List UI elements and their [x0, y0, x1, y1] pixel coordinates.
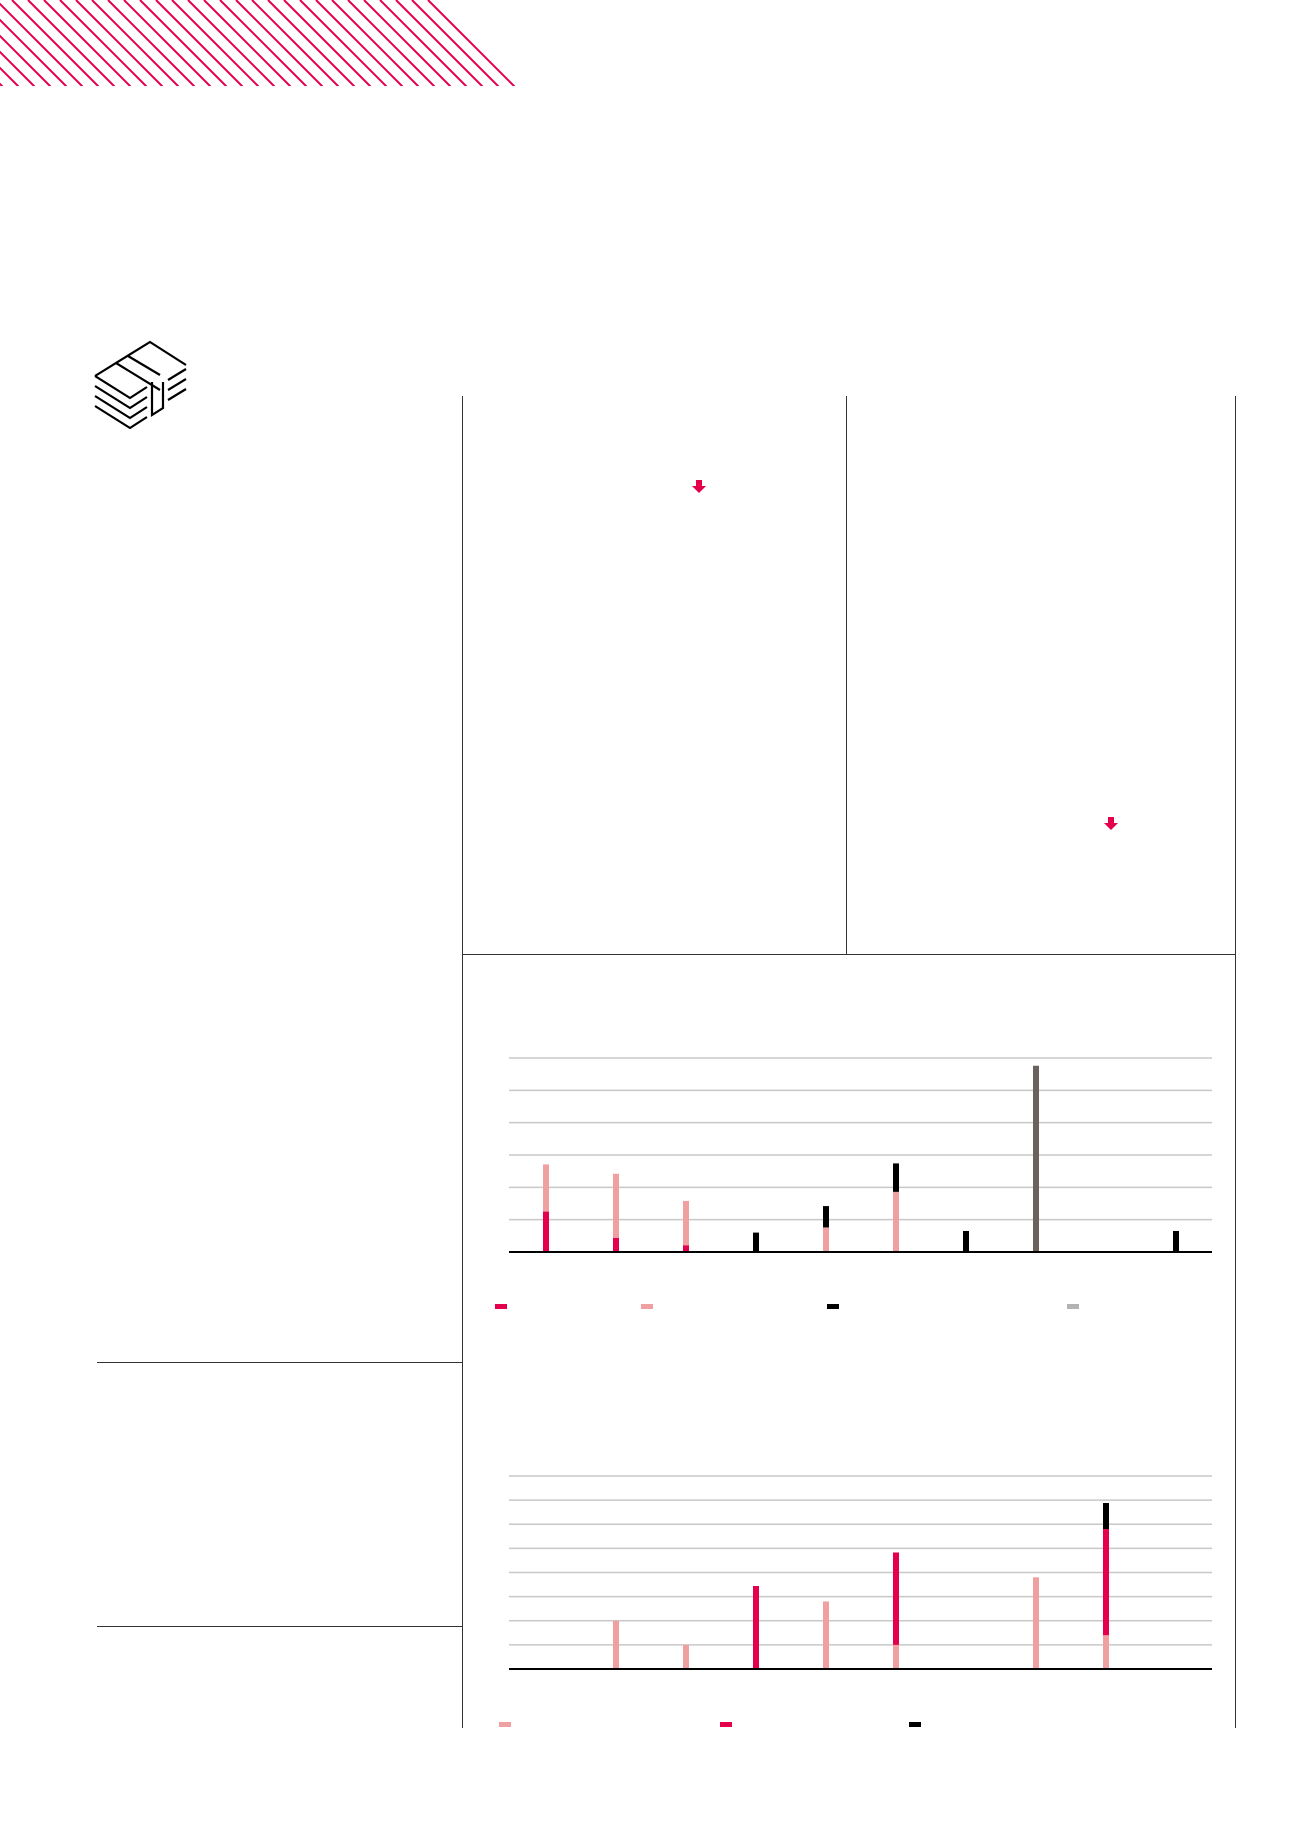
- money-stack-icon: [94, 340, 187, 430]
- bar-segment: [893, 1552, 899, 1645]
- bar-segment: [683, 1644, 689, 1669]
- legend-swatch: [641, 1304, 653, 1309]
- legend-swatch: [499, 1722, 511, 1727]
- hatch-banner: [0, 0, 521, 86]
- bar-segment: [893, 1191, 899, 1252]
- bar-segment: [893, 1163, 899, 1192]
- bar-segment: [613, 1173, 619, 1238]
- legend-swatch: [720, 1722, 732, 1727]
- bar-segment: [823, 1601, 829, 1669]
- bar-segment: [753, 1232, 759, 1252]
- legend-swatch: [495, 1304, 507, 1309]
- column-divider-middle: [846, 396, 847, 954]
- arrow-down-icon: [1104, 817, 1118, 830]
- section-divider: [462, 954, 1236, 955]
- arrow-down-icon: [692, 480, 706, 493]
- bar-segment: [543, 1211, 549, 1252]
- bar-segment: [613, 1237, 619, 1252]
- bar-segment: [1173, 1230, 1179, 1252]
- chart-1: [495, 1057, 1212, 1309]
- chart-2: [499, 1475, 1212, 1727]
- column-divider-left: [462, 396, 463, 1728]
- bar-segment: [963, 1230, 969, 1252]
- legend-swatch: [827, 1304, 839, 1309]
- bar-segment: [1033, 1577, 1039, 1669]
- bar-segment: [683, 1245, 689, 1252]
- bar-segment: [753, 1586, 759, 1669]
- sidebar-divider-2: [97, 1626, 462, 1627]
- bar-segment: [1103, 1529, 1109, 1636]
- bar-segment: [823, 1206, 829, 1228]
- bar-segment: [893, 1644, 899, 1669]
- sidebar-divider-1: [97, 1362, 462, 1363]
- bar-segment: [1033, 1065, 1039, 1252]
- legend-swatch: [909, 1722, 921, 1727]
- bar-segment: [823, 1227, 829, 1252]
- bar-segment: [683, 1200, 689, 1246]
- bar-segment: [613, 1620, 619, 1669]
- bar-segment: [1103, 1635, 1109, 1669]
- bar-segment: [1103, 1503, 1109, 1530]
- bar-segment: [543, 1164, 549, 1212]
- column-divider-right: [1235, 396, 1236, 1728]
- legend-swatch: [1067, 1304, 1079, 1309]
